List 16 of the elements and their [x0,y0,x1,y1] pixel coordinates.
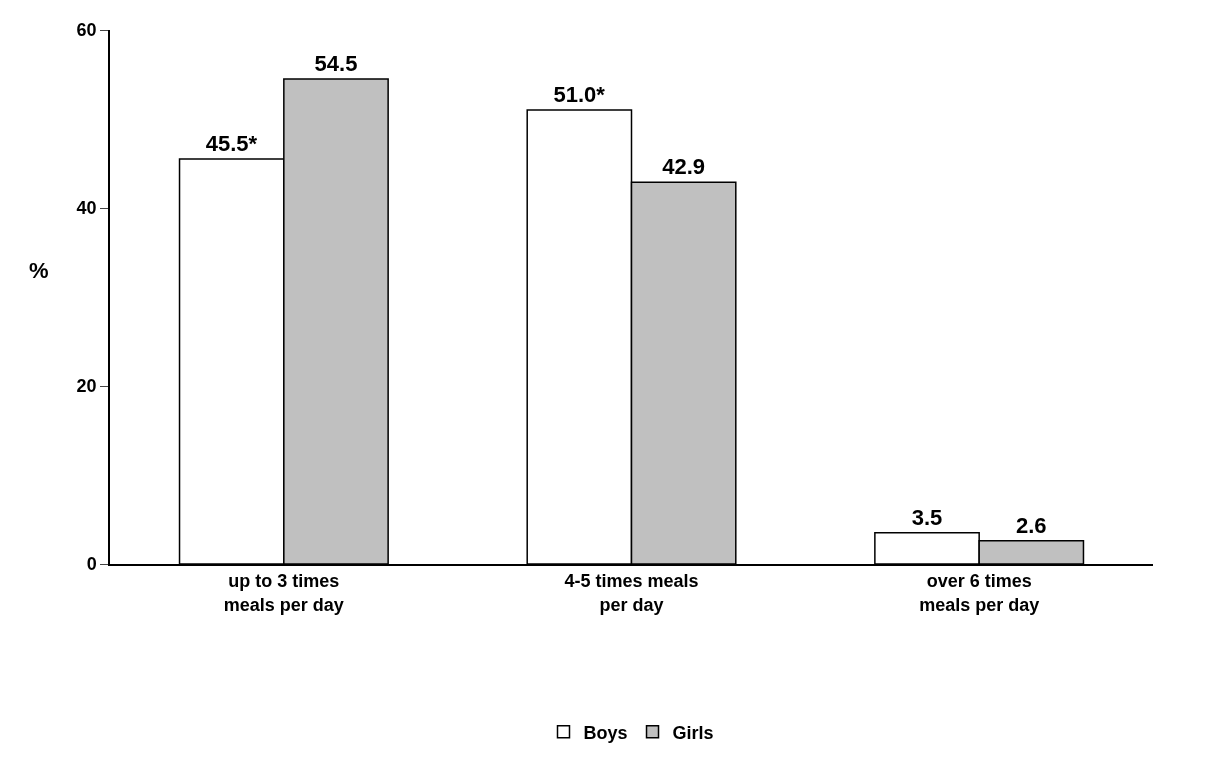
data-label: 3.5 [911,504,943,530]
data-label: 51.0* [553,82,606,108]
data-label: 42.9 [662,154,706,180]
legend-label: Boys [583,722,628,743]
y-tick-label: 20 [76,376,97,397]
data-label: 45.5* [205,131,258,157]
legend-label: Girls [672,722,714,743]
data-label: 2.6 [1016,512,1047,538]
y-tick-label: 40 [76,198,97,219]
y-axis-title: % [29,258,49,283]
y-tick-label: 0 [86,554,97,575]
x-tick-label: over 6 times meals per day [919,571,1040,615]
x-tick-label: 4-5 times meals per day [564,571,699,615]
y-tick-label: 60 [76,20,97,41]
data-label: 54.5 [314,50,358,76]
x-tick-label: up to 3 times meals per day [223,571,344,615]
